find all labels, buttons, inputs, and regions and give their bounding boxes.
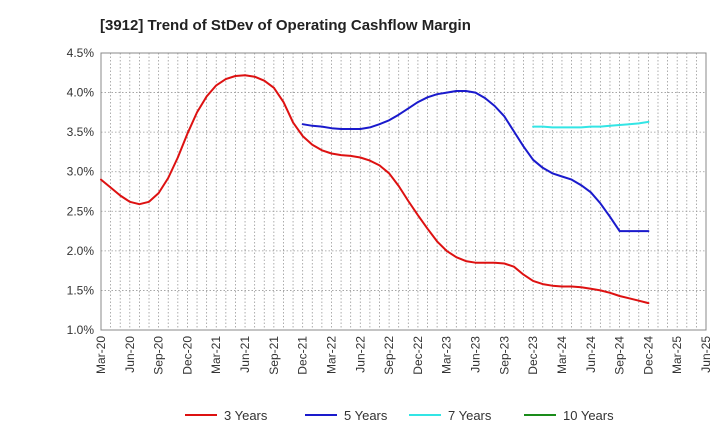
y-tick-label: 3.0% — [67, 165, 95, 179]
x-tick-label: Mar-21 — [209, 336, 223, 374]
x-tick-label: Dec-22 — [411, 336, 425, 375]
x-tick-label: Mar-20 — [94, 336, 108, 374]
y-tick-label: 2.5% — [67, 204, 95, 218]
x-tick-label: Dec-24 — [641, 336, 655, 375]
series-lines — [100, 74, 650, 305]
x-tick-label: Dec-21 — [296, 336, 310, 375]
x-tick-label: Jun-21 — [238, 336, 252, 373]
x-tick-label: Jun-20 — [123, 336, 137, 373]
x-tick-label: Sep-20 — [152, 336, 166, 375]
x-tick-label: Sep-22 — [382, 336, 396, 375]
series-line-5-years — [301, 90, 650, 233]
y-tick-label: 1.0% — [67, 323, 95, 337]
legend-label-5-years: 5 Years — [344, 408, 388, 423]
x-tick-label: Sep-23 — [497, 336, 511, 375]
x-tick-label: Jun-24 — [584, 336, 598, 373]
y-tick-label: 4.0% — [67, 86, 95, 100]
x-tick-label: Jun-22 — [353, 336, 367, 373]
legend: 3 Years 5 Years 7 Years 10 Years — [185, 408, 614, 423]
series-line-7-years — [532, 120, 650, 129]
grid — [100, 52, 707, 331]
x-tick-label: Mar-23 — [440, 336, 454, 374]
y-tick-label: 2.0% — [67, 244, 95, 258]
plot-frame — [100, 52, 707, 331]
y-tick-label: 4.5% — [67, 46, 95, 60]
legend-label-3-years: 3 Years — [224, 408, 268, 423]
x-tick-label: Jun-25 — [699, 336, 713, 373]
x-tick-label: Jun-23 — [469, 336, 483, 373]
x-tick-label: Mar-22 — [324, 336, 338, 374]
x-axis: Mar-20 Jun-20 Sep-20 Dec-20 Mar-21 Jun-21 Sep-… — [94, 336, 713, 375]
x-tick-label: Dec-20 — [180, 336, 194, 375]
y-axis: 4.5% 4.0% 3.5% 3.0% 2.5% 2.0% 1.5% 1.0% — [67, 46, 95, 337]
legend-label-10-years: 10 Years — [563, 408, 614, 423]
y-tick-label: 1.5% — [67, 283, 95, 297]
x-tick-label: Sep-21 — [267, 336, 281, 375]
series-line-3-years — [100, 74, 650, 305]
plot-border — [100, 52, 707, 331]
x-tick-label: Mar-25 — [670, 336, 684, 374]
chart-title: [3912] Trend of StDev of Operating Cashf… — [100, 17, 471, 34]
x-tick-label: Sep-24 — [613, 336, 627, 375]
x-tick-label: Mar-24 — [555, 336, 569, 374]
legend-label-7-years: 7 Years — [448, 408, 492, 423]
x-tick-label: Dec-23 — [526, 336, 540, 375]
y-tick-label: 3.5% — [67, 125, 95, 139]
